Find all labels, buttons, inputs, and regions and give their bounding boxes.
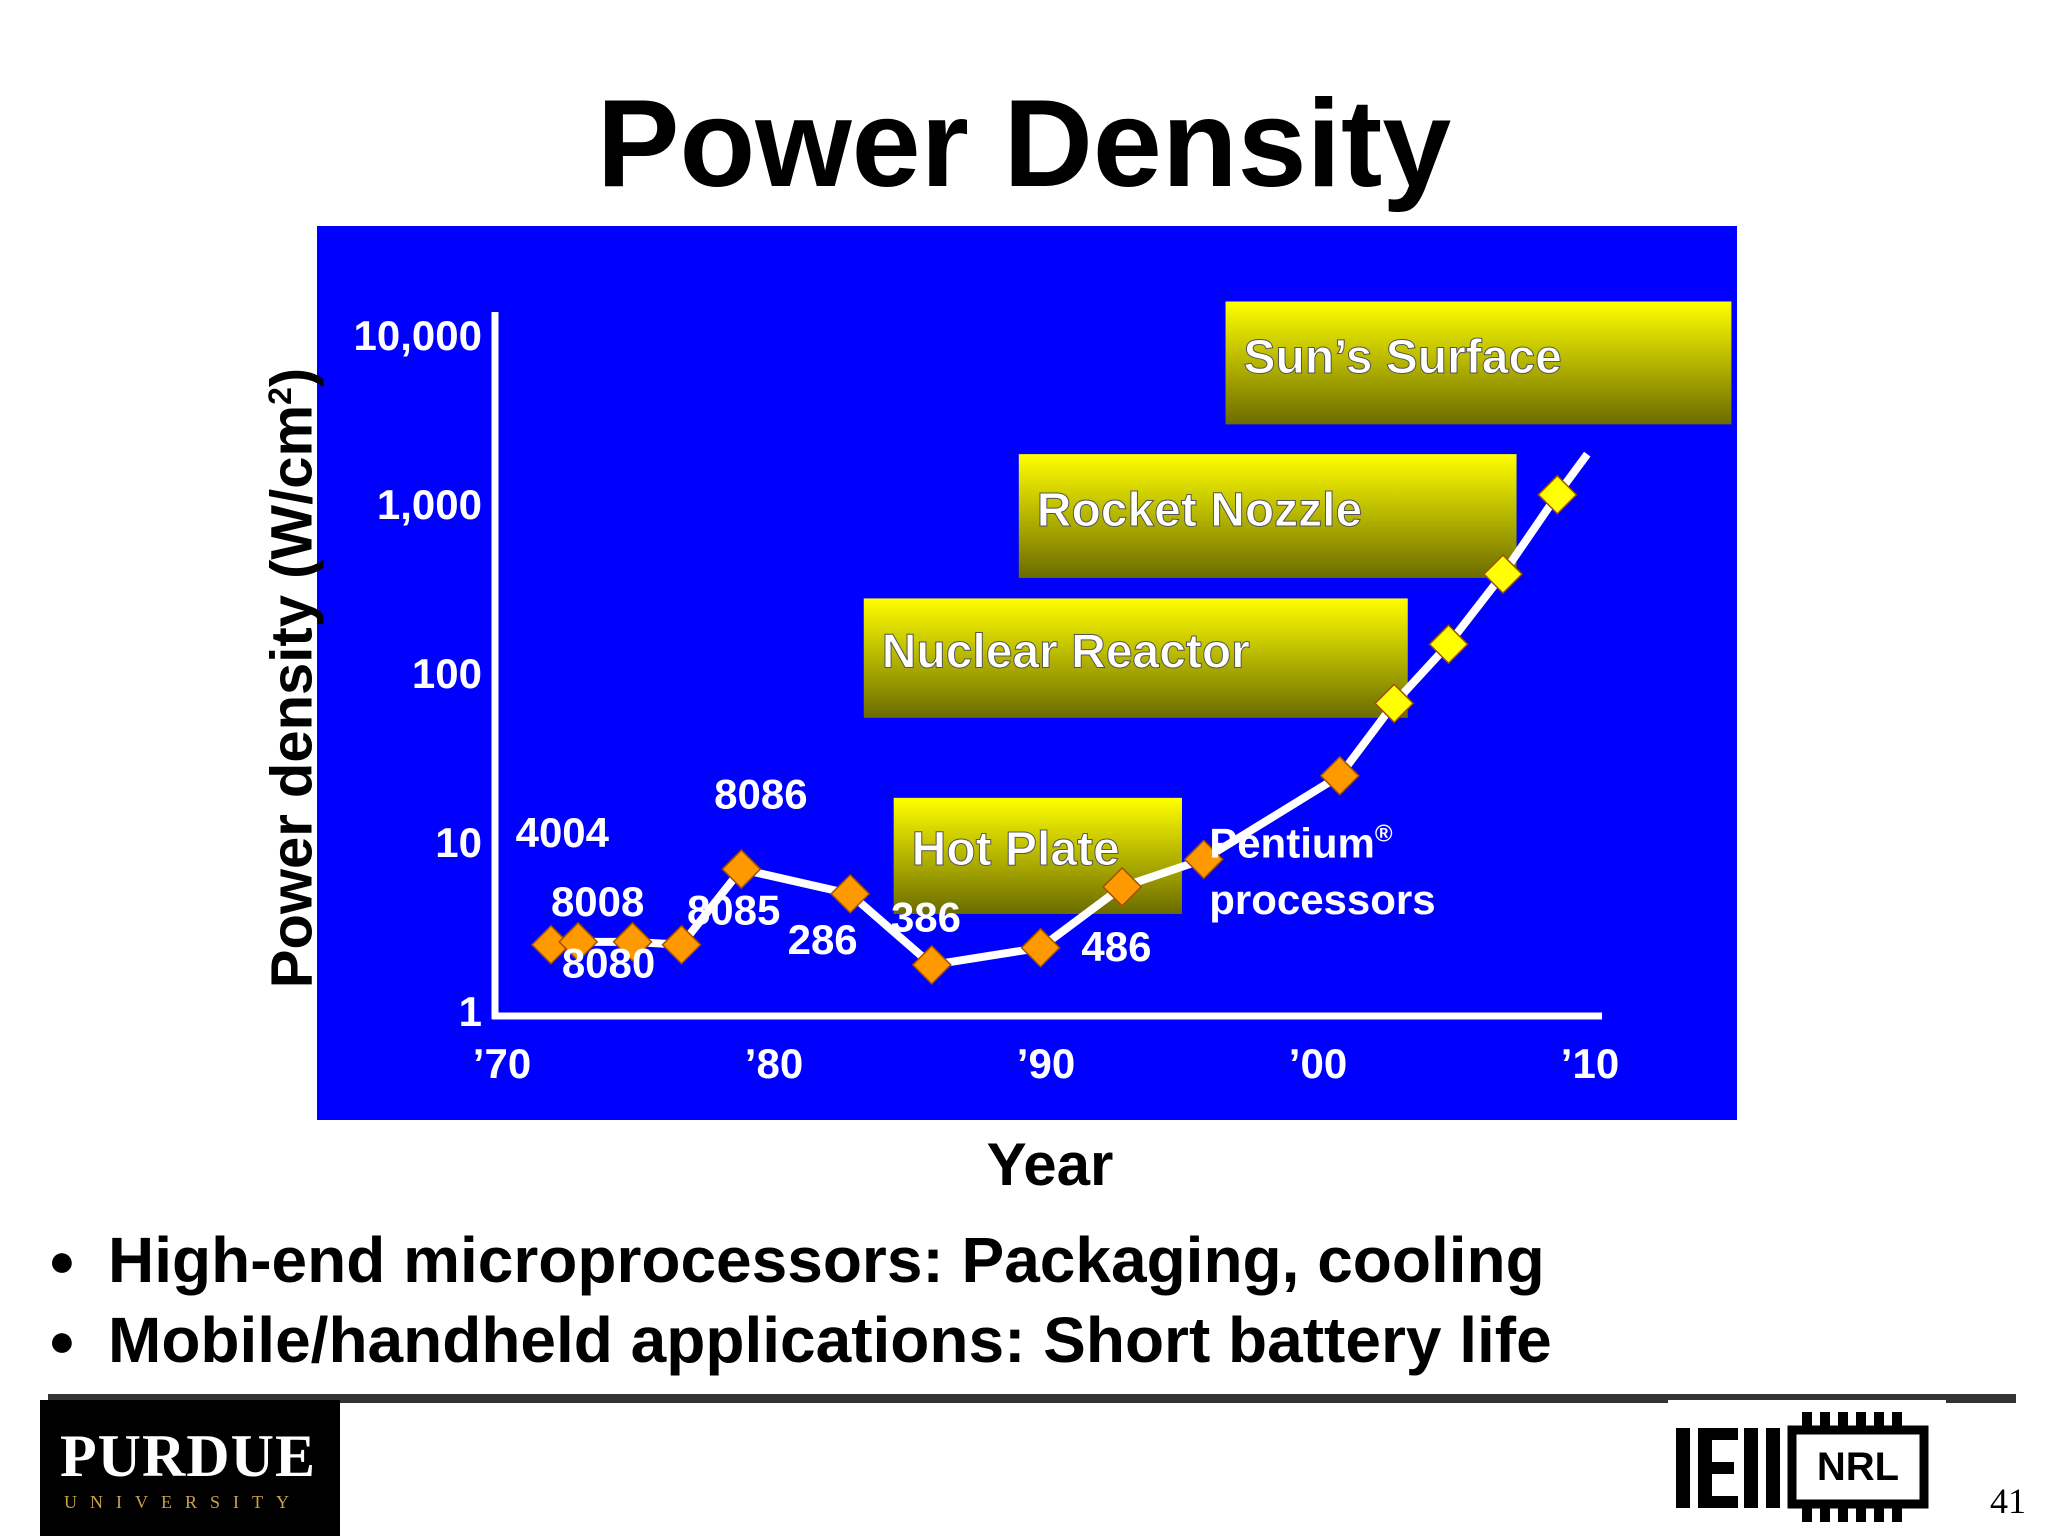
processor-label: 486	[1081, 923, 1151, 970]
page-number: 41	[1990, 1481, 2026, 1521]
processor-label: 8086	[714, 771, 807, 818]
data-point-marker	[558, 921, 599, 962]
bullet-item: ● Mobile/handheld applications: Short bat…	[48, 1300, 1552, 1380]
y-tick-label: 1,000	[377, 481, 482, 528]
processor-label: 386	[891, 893, 961, 940]
data-point-marker	[1428, 624, 1469, 665]
nrl-logo-text: NRL	[1817, 1445, 1899, 1489]
bullet-icon: ●	[48, 1234, 76, 1286]
x-tick-label: ’80	[745, 1040, 803, 1087]
data-point-marker	[1183, 839, 1224, 880]
purdue-logo-subtitle: UNIVERSITY	[64, 1492, 302, 1512]
data-point-marker	[1537, 474, 1578, 515]
data-point-marker	[661, 924, 702, 965]
processor-label: 4004	[516, 809, 610, 856]
processor-label: 8080	[562, 940, 655, 987]
purdue-logo-name: PURDUE	[60, 1423, 316, 1489]
annotation-text: processors	[1209, 876, 1435, 923]
y-tick-label: 10,000	[354, 312, 482, 359]
iei-nrl-logo: NRL	[1668, 1400, 1946, 1530]
slide-title: Power Density	[596, 75, 1452, 213]
footer-divider	[48, 1394, 2016, 1403]
annotation-label: Hot Plate	[912, 823, 1120, 876]
annotation-label: Nuclear Reactor	[882, 626, 1250, 679]
processor-label: 8085	[687, 886, 780, 933]
x-tick-label: ’90	[1017, 1040, 1075, 1087]
bullet-list: ● High-end microprocessors: Packaging, co…	[48, 1220, 1552, 1380]
processor-label: 286	[788, 916, 858, 963]
x-tick-label: ’70	[473, 1040, 531, 1087]
bullet-item: ● High-end microprocessors: Packaging, co…	[48, 1220, 1552, 1300]
processor-label: 8008	[551, 878, 644, 925]
annotation-box	[1225, 301, 1732, 425]
annotation-text: Pentium®	[1209, 820, 1393, 867]
bullet-icon: ●	[48, 1314, 76, 1366]
annotation-box	[1018, 454, 1517, 578]
power-density-chart: Hot Plate Nuclear Reactor Rocket Nozzle Sun…	[317, 226, 1737, 1120]
y-tick-label: 10	[435, 819, 482, 866]
x-tick-label: ’10	[1561, 1040, 1619, 1087]
y-tick-label: 100	[412, 650, 482, 697]
purdue-logo: PURDUE UNIVERSITY	[40, 1400, 340, 1536]
y-axis-title: Power density (W/cm2)	[259, 367, 325, 989]
data-point-marker	[721, 849, 762, 890]
registered-mark: ®	[1375, 821, 1393, 848]
data-point-marker	[830, 873, 871, 914]
x-axis-title: Year	[986, 1131, 1114, 1198]
data-point-marker	[1020, 927, 1061, 968]
annotation-label: Rocket Nozzle	[1037, 484, 1362, 537]
data-point-marker	[612, 921, 653, 962]
data-point-marker	[911, 944, 952, 985]
data-point-marker	[1374, 683, 1415, 724]
chart-canvas: Hot Plate Nuclear Reactor Rocket Nozzle Sun…	[354, 301, 1732, 1087]
data-point-marker	[1102, 866, 1143, 907]
x-tick-label: ’00	[1289, 1040, 1347, 1087]
annotation-label: Sun’s Surface	[1244, 331, 1562, 384]
y-tick-label: 1	[459, 988, 482, 1035]
data-point-marker	[1482, 554, 1524, 595]
series-line	[550, 451, 1591, 969]
data-point-marker	[1319, 755, 1360, 796]
annotation-box	[863, 598, 1408, 718]
